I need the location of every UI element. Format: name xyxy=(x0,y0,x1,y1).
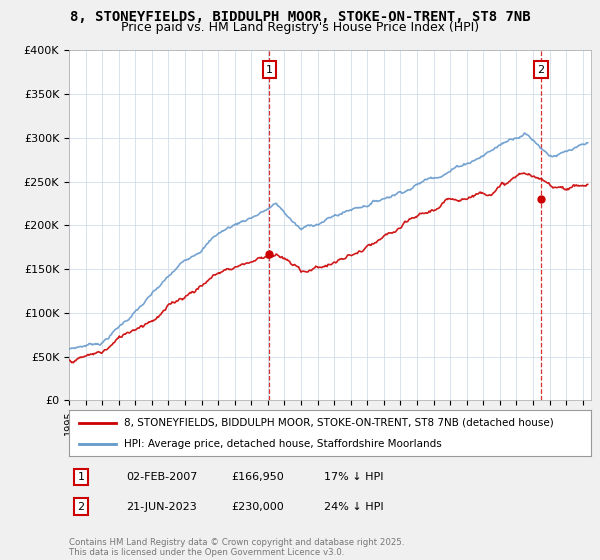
Text: 1: 1 xyxy=(77,472,85,482)
Text: 17% ↓ HPI: 17% ↓ HPI xyxy=(324,472,383,482)
Text: 24% ↓ HPI: 24% ↓ HPI xyxy=(324,502,383,512)
Text: 02-FEB-2007: 02-FEB-2007 xyxy=(126,472,197,482)
Text: 8, STONEYFIELDS, BIDDULPH MOOR, STOKE-ON-TRENT, ST8 7NB (detached house): 8, STONEYFIELDS, BIDDULPH MOOR, STOKE-ON… xyxy=(124,418,554,428)
Text: HPI: Average price, detached house, Staffordshire Moorlands: HPI: Average price, detached house, Staf… xyxy=(124,439,442,449)
Text: £230,000: £230,000 xyxy=(231,502,284,512)
Text: 21-JUN-2023: 21-JUN-2023 xyxy=(126,502,197,512)
Text: Price paid vs. HM Land Registry's House Price Index (HPI): Price paid vs. HM Land Registry's House … xyxy=(121,21,479,34)
Text: 2: 2 xyxy=(537,64,544,74)
Text: 2: 2 xyxy=(77,502,85,512)
Text: 1: 1 xyxy=(266,64,273,74)
Text: Contains HM Land Registry data © Crown copyright and database right 2025.
This d: Contains HM Land Registry data © Crown c… xyxy=(69,538,404,557)
Text: 8, STONEYFIELDS, BIDDULPH MOOR, STOKE-ON-TRENT, ST8 7NB: 8, STONEYFIELDS, BIDDULPH MOOR, STOKE-ON… xyxy=(70,10,530,24)
Text: £166,950: £166,950 xyxy=(231,472,284,482)
